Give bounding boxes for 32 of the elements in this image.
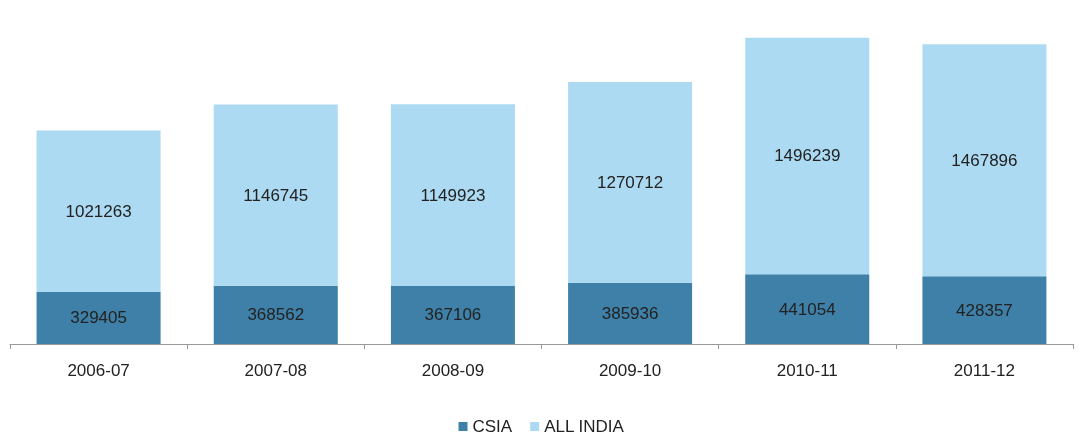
data-label: 1467896 <box>951 150 1018 170</box>
data-label: 1021263 <box>65 201 132 221</box>
bar <box>213 285 338 344</box>
bar <box>36 291 161 344</box>
x-tick-label: 2010-11 <box>776 361 838 380</box>
x-tick-label: 2011-12 <box>953 361 1015 380</box>
data-label: 1270712 <box>596 173 664 193</box>
data-label: 441054 <box>778 299 836 319</box>
bar <box>213 104 338 286</box>
data-label: 368562 <box>247 305 305 325</box>
data-label: 329405 <box>70 308 127 328</box>
bar <box>36 130 161 292</box>
x-tick-label: 2009-10 <box>598 361 662 380</box>
data-label: 385936 <box>601 303 659 323</box>
data-label: 1149923 <box>420 185 486 205</box>
bar <box>922 44 1047 277</box>
data-label: 428357 <box>956 300 1013 320</box>
data-label: 367106 <box>424 305 482 325</box>
legend-label: CSIA <box>472 417 513 436</box>
bar <box>922 276 1047 344</box>
bar <box>568 282 693 344</box>
bar <box>390 285 515 344</box>
x-tick-label: 2006-07 <box>67 361 130 380</box>
bar <box>390 104 515 286</box>
x-tick-label: 2007-08 <box>244 361 307 380</box>
bar <box>568 82 693 283</box>
legend-label: ALL INDIA <box>544 417 625 436</box>
data-label: 1496239 <box>774 146 841 166</box>
bar <box>745 37 870 275</box>
data-label: 1146745 <box>243 185 309 205</box>
x-tick-label: 2008-09 <box>421 361 485 380</box>
bar <box>745 274 870 344</box>
